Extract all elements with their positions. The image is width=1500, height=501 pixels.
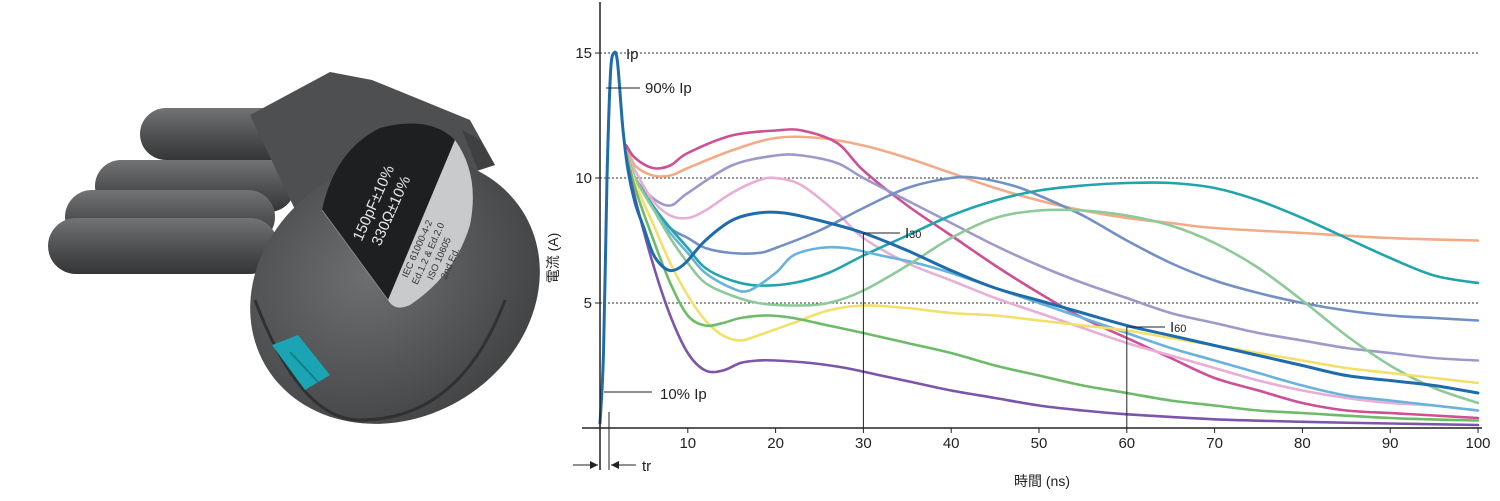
- annotation-tr-arrowhead-right: [611, 461, 619, 469]
- y-axis-title: 電流 (A): [545, 233, 561, 284]
- annotation-i30-subscript: 30: [909, 229, 921, 241]
- annotation-tr-arrowhead-left: [590, 461, 598, 469]
- x-tick-label-10: 10: [679, 435, 696, 452]
- label-text-light: IEC 61000-4-2 Ed.1.2 & Ed.2.0 ISO 10605 …: [400, 219, 462, 287]
- x-tick-label-80: 80: [1294, 435, 1311, 452]
- series-line-8: [625, 151, 1480, 412]
- annotation-tr-label: tr: [642, 458, 651, 475]
- label-layer: 10 20 30 40 50 60 70 80 90 100 5 10 15: [575, 45, 1490, 452]
- annotation-layer: Ip 90% Ip 10% Ip tr I30 I60: [573, 46, 1186, 475]
- axes-layer: [582, 2, 1482, 470]
- x-axis-title: 時間 (ns): [1014, 473, 1070, 489]
- series-line-7: [625, 151, 1480, 287]
- series-line-12: [625, 156, 1480, 427]
- y-tick-label-5: 5: [584, 295, 592, 312]
- esd-tip-illustration: 150pF±10% 330Ω±10% IEC 61000-4-2 Ed.1.2 …: [48, 72, 540, 424]
- x-tick-label-60: 60: [1118, 435, 1135, 452]
- annotation-ip: Ip: [626, 46, 639, 63]
- series-line-2: [625, 135, 1480, 242]
- series-line-6: [625, 151, 1480, 322]
- series-line-1: [598, 50, 1480, 425]
- chart-svg: Ip 90% Ip 10% Ip tr I30 I60 10 20 30 40 50 60 70 80 9…: [545, 2, 1491, 489]
- annotation-10-label: 10% Ip: [660, 386, 707, 403]
- x-tick-label-30: 30: [855, 435, 872, 452]
- x-tick-label-70: 70: [1206, 435, 1223, 452]
- annotation-i30-label: I30: [905, 225, 921, 242]
- annotation-90-label: 90% Ip: [645, 80, 692, 97]
- x-tick-label-100: 100: [1465, 435, 1490, 452]
- x-tick-label-90: 90: [1382, 435, 1399, 452]
- annotation-i60-subscript: 60: [1174, 323, 1186, 335]
- product-image: 150pF±10% 330Ω±10% IEC 61000-4-2 Ed.1.2 …: [0, 0, 540, 496]
- current-waveform-chart: Ip 90% Ip 10% Ip tr I30 I60 10 20 30 40 50 60 70 80 9…: [540, 0, 1500, 496]
- y-tick-label-10: 10: [575, 170, 592, 187]
- annotation-i60-label: I60: [1170, 319, 1186, 336]
- series-line-10: [625, 151, 1480, 385]
- series-line-9: [625, 151, 1480, 405]
- series-line-3: [625, 128, 1480, 420]
- x-tick-label-40: 40: [943, 435, 960, 452]
- x-tick-label-20: 20: [767, 435, 784, 452]
- series-layer: [598, 50, 1480, 427]
- series-line-5: [625, 151, 1480, 412]
- prong-bottom: [48, 218, 278, 274]
- label-light: [388, 140, 473, 308]
- x-tick-label-50: 50: [1031, 435, 1048, 452]
- series-line-11: [625, 151, 1480, 422]
- series-line-4: [625, 151, 1480, 362]
- label-dark: [322, 123, 455, 300]
- y-tick-label-15: 15: [575, 45, 592, 62]
